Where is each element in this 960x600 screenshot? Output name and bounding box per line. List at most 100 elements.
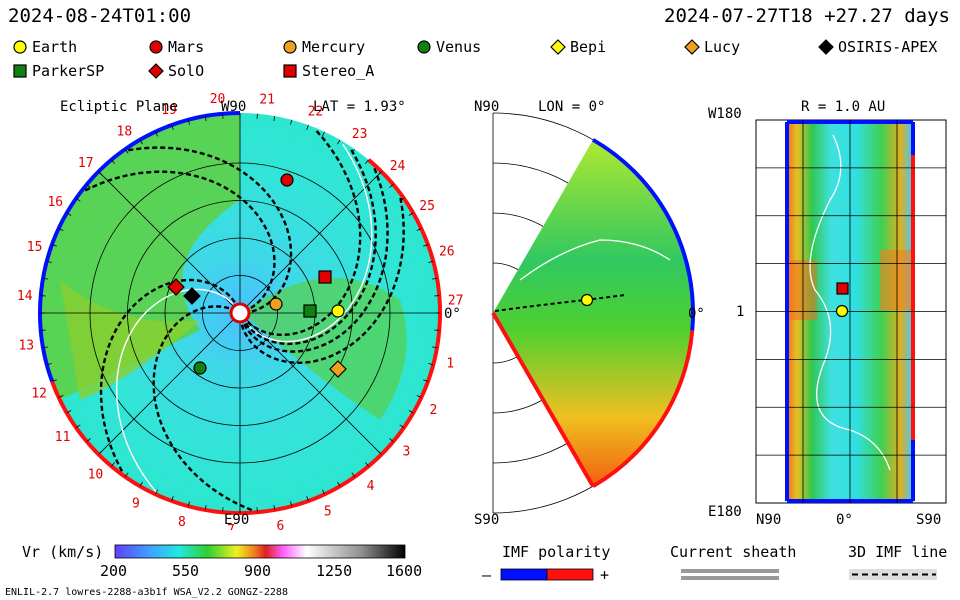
carrington-tick-7: 7: [227, 523, 235, 530]
map-fast-patch-2: [880, 250, 913, 310]
ecliptic-rim-tick: [428, 260, 434, 263]
carrington-tick-14: 14: [17, 289, 33, 304]
ecliptic-venus-marker: [193, 361, 207, 375]
carrington-tick-22: 22: [308, 105, 324, 120]
carrington-tick-10: 10: [88, 467, 104, 482]
ecliptic-rim-tick: [377, 450, 382, 455]
ecliptic-rim-tick: [322, 131, 325, 137]
imf-plus-sign: +: [600, 566, 610, 584]
colorbar-tick-2: 900: [244, 562, 272, 580]
ecliptic-earth-marker: [331, 304, 345, 318]
ecliptic-mars-marker: [280, 173, 294, 187]
imf-spiral-1: [243, 167, 389, 353]
carrington-tick-21: 21: [259, 93, 275, 108]
ecliptic-rim-tick: [66, 410, 72, 414]
map-x-left-label: N90: [756, 512, 781, 528]
colorbar: [114, 544, 406, 559]
meridional-imf-line: [494, 294, 626, 312]
ecliptic-rim-tick: [273, 504, 276, 511]
colorbar-tick-3: 1250: [316, 562, 353, 580]
carrington-tick-6: 6: [277, 519, 285, 530]
imf-spiral-4: [127, 146, 293, 313]
ecliptic-rim-tick: [389, 438, 394, 442]
ecliptic-rim-tick: [124, 472, 129, 478]
legend-label: SolO: [168, 62, 205, 80]
carrington-tick-4: 4: [367, 479, 375, 494]
imf-spiral-7: [152, 305, 253, 512]
diamond-marker-icon: [550, 39, 566, 55]
ecliptic-rim-tick: [351, 472, 356, 478]
ecliptic-rim-tick: [431, 346, 438, 349]
map-stereo-a-marker: [836, 282, 849, 295]
ecliptic-rim-tick: [86, 438, 91, 442]
carrington-tick-23: 23: [352, 127, 368, 142]
carrington-tick-8: 8: [178, 515, 186, 530]
meridional-edge-positive: [491, 311, 595, 488]
meridional-lon-label: LON = 0°: [538, 99, 605, 115]
ecliptic-rim-tick: [187, 119, 190, 125]
imf-polarity-negative: [500, 568, 548, 581]
ecliptic-rim-tick: [75, 424, 81, 429]
carrington-tick-27: 27: [448, 294, 464, 309]
ecliptic-rim-tick: [66, 212, 72, 216]
legend-item-solo: SolO: [148, 62, 204, 80]
legend-item-lucy: Lucy: [684, 38, 740, 56]
carrington-tick-15: 15: [27, 240, 43, 255]
ecliptic-lucy-marker: [329, 360, 347, 378]
ecliptic-rim-tick: [111, 462, 115, 467]
diamond-marker-icon: [148, 63, 164, 79]
square-marker-icon: [13, 64, 27, 78]
imf-polarity-bar: [500, 568, 594, 581]
legend-label: Mercury: [302, 38, 366, 56]
ecliptic-slow-wind-region-3: [60, 280, 200, 400]
circle-marker-icon: [149, 40, 163, 54]
diamond-marker-icon: [818, 39, 834, 55]
meridional-earth-marker: [580, 293, 594, 307]
ecliptic-rim-tick: [273, 115, 276, 122]
ecliptic-rim-tick: [423, 379, 429, 382]
ecliptic-bottom-label: E90: [224, 512, 249, 528]
current-sheath-curve: [116, 288, 234, 493]
map-x-mid-label: 0°: [836, 512, 853, 528]
ecliptic-rim-tick: [337, 139, 341, 145]
imf-spiral-5: [84, 170, 276, 309]
ecliptic-osiris-apex-marker: [183, 287, 201, 305]
ecliptic-rim-tick: [155, 489, 158, 495]
current-sheath-swatch: [681, 569, 779, 580]
carrington-tick-11: 11: [55, 430, 71, 445]
meridional-bottom-label: S90: [474, 512, 499, 528]
ecliptic-rim-tick: [171, 496, 174, 502]
ecliptic-rim-tick: [423, 244, 429, 247]
ecliptic-parkersp-marker: [303, 304, 317, 318]
map-panel: [755, 119, 947, 504]
legend-item-stereo-a: Stereo_A: [282, 62, 374, 80]
carrington-tick-19: 19: [161, 103, 177, 118]
ecliptic-rim-tick: [42, 277, 49, 280]
legend-label: Lucy: [704, 38, 741, 56]
carrington-tick-1: 1: [446, 356, 454, 371]
carrington-tick-24: 24: [390, 159, 406, 174]
carrington-tick-25: 25: [419, 199, 435, 214]
imf-line-swatch: [849, 569, 937, 580]
ecliptic-rim-tick: [171, 124, 174, 130]
imf-spiral-3: [247, 129, 362, 337]
map-x-right-label: S90: [916, 512, 941, 528]
ecliptic-mercury-marker: [269, 297, 283, 311]
map-top-left-label: W180: [708, 106, 742, 122]
ecliptic-rim-tick: [51, 379, 57, 382]
meridional-panel: [491, 112, 695, 514]
colorbar-gradient: [114, 544, 406, 559]
ecliptic-rim-tick: [322, 489, 325, 495]
current-sheath-line-2: [681, 576, 779, 580]
legend-item-earth: Earth: [12, 38, 77, 56]
map-r-label: R = 1.0 AU: [801, 99, 885, 115]
ecliptic-rim-tick: [139, 481, 143, 487]
legend-item-mercury: Mercury: [282, 38, 365, 56]
map-earth-marker: [835, 304, 849, 318]
meridional-rim-negative: [591, 138, 695, 331]
carrington-tick-13: 13: [18, 338, 34, 353]
imf-spiral-2: [244, 149, 377, 346]
current-sheath-label: Current sheath: [670, 543, 797, 561]
ecliptic-rim-tick: [306, 124, 309, 130]
legend-item-osiris-apex: OSIRIS-APEX: [818, 38, 937, 56]
